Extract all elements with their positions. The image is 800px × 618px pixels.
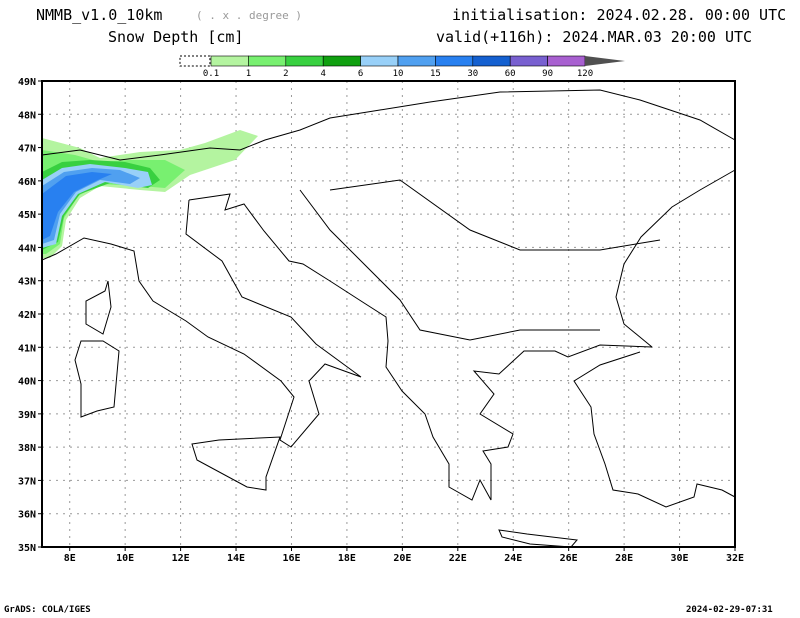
- field-title: Snow Depth [cm]: [108, 28, 244, 46]
- footer-credit: GrADS: COLA/IGES: [4, 605, 91, 615]
- colorbar-label: 120: [577, 69, 593, 79]
- footer-timestamp: 2024-02-29-07:31: [686, 605, 773, 615]
- init-time: initialisation: 2024.02.28. 00:00 UTC: [452, 6, 787, 24]
- lat-label: 40N: [18, 377, 36, 388]
- italy-coast: [41, 199, 362, 448]
- danube-border: [329, 179, 661, 251]
- sardinia-coast: [74, 340, 120, 418]
- colorbar-box: [210, 55, 249, 67]
- lon-label: 32E: [726, 553, 744, 564]
- lat-label: 41N: [18, 343, 36, 354]
- colorbar-underflow: [179, 55, 211, 67]
- projection-label: ( . x . degree ): [196, 9, 302, 22]
- grid-lines: [42, 81, 735, 547]
- lon-label: 18E: [338, 553, 356, 564]
- colorbar-label: 30: [467, 69, 478, 79]
- snow-dark-blue: [42, 172, 112, 240]
- lat-label: 45N: [18, 210, 36, 221]
- colorbar-box: [285, 55, 324, 67]
- colorbar-label: 0.1: [203, 69, 219, 79]
- lat-label: 48N: [18, 110, 36, 121]
- lat-label: 36N: [18, 510, 36, 521]
- lon-label: 14E: [227, 553, 245, 564]
- sicily-coast: [191, 436, 281, 491]
- lon-label: 26E: [560, 553, 578, 564]
- colorbar-label: 15: [430, 69, 441, 79]
- balkan-coast: [188, 193, 653, 501]
- colorbar-box: [435, 55, 474, 67]
- inland-border: [299, 189, 600, 341]
- turkey-coast: [573, 351, 736, 508]
- lat-label: 49N: [18, 77, 36, 88]
- colorbar: 0.1 1 2 4 6 10 15 30 60 90 120: [179, 55, 625, 79]
- lat-label: 35N: [18, 543, 36, 554]
- colorbar-overflow: [585, 56, 625, 66]
- lat-label: 46N: [18, 177, 36, 188]
- lat-label: 38N: [18, 443, 36, 454]
- lon-label: 28E: [615, 553, 633, 564]
- colorbar-label: 2: [283, 69, 288, 79]
- colorbar-label: 6: [358, 69, 363, 79]
- lat-label: 42N: [18, 310, 36, 321]
- snow-field: [42, 130, 258, 258]
- valid-time: valid(+116h): 2024.MAR.03 20:00 UTC: [436, 28, 753, 46]
- colorbar-label: 1: [246, 69, 251, 79]
- lon-label: 12E: [172, 553, 190, 564]
- lon-label: 22E: [449, 553, 467, 564]
- lon-label: 24E: [504, 553, 522, 564]
- colorbar-box: [397, 55, 436, 67]
- lat-label: 43N: [18, 277, 36, 288]
- lat-label: 39N: [18, 410, 36, 421]
- lon-label: 8E: [64, 553, 76, 564]
- colorbar-box: [547, 55, 586, 67]
- colorbar-box: [509, 55, 548, 67]
- black-sea-coast: [615, 169, 736, 348]
- colorbar-box: [472, 55, 511, 67]
- crete-coast: [498, 529, 578, 548]
- axis-labels: 49N 48N 47N 46N 45N 44N 43N 42N 41N 40N 39N 38N 37N 3…: [18, 77, 744, 564]
- colorbar-label: 90: [542, 69, 553, 79]
- lon-label: 30E: [671, 553, 689, 564]
- colorbar-box: [360, 55, 399, 67]
- lon-label: 10E: [116, 553, 134, 564]
- alps-border: [41, 89, 736, 161]
- colorbar-box: [248, 55, 287, 67]
- coastlines: [41, 89, 736, 548]
- colorbar-label: 60: [505, 69, 516, 79]
- model-name: NMMB_v1.0_10km: [36, 6, 163, 24]
- lon-label: 20E: [393, 553, 411, 564]
- lat-label: 47N: [18, 144, 36, 155]
- lat-label: 44N: [18, 243, 36, 254]
- corsica-coast: [85, 280, 112, 335]
- colorbar-label: 10: [393, 69, 404, 79]
- colorbar-box: [322, 55, 361, 67]
- lat-label: 37N: [18, 476, 36, 487]
- lon-label: 16E: [282, 553, 300, 564]
- colorbar-label: 4: [320, 69, 325, 79]
